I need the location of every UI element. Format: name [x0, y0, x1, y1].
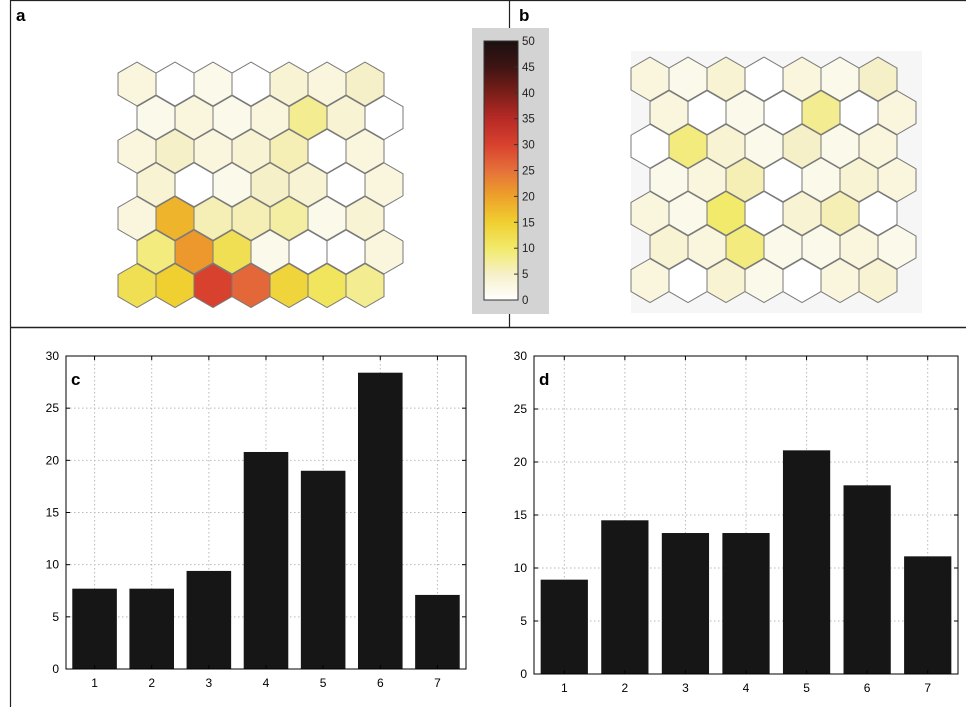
bar	[243, 451, 289, 669]
colorbar-tick-label: 45	[522, 62, 535, 74]
heatmap-b	[630, 56, 917, 304]
heatmap-cell	[364, 95, 404, 141]
y-tick-label: 30	[46, 349, 60, 363]
x-tick-label: 7	[924, 681, 931, 695]
heatmap-cell	[345, 263, 385, 309]
y-tick-label: 25	[514, 402, 528, 416]
heatmap-cell	[858, 56, 898, 102]
colorbar-tick-label: 10	[522, 243, 535, 255]
colorbar-tick-label: 15	[522, 217, 535, 229]
x-tick-label: 1	[91, 676, 98, 690]
y-tick-label: 15	[514, 508, 528, 522]
heatmap-cell	[858, 123, 898, 169]
x-tick-label: 3	[206, 676, 213, 690]
colorbar-tick-label: 40	[522, 88, 535, 100]
heatmap-cell	[877, 157, 917, 203]
y-tick-label: 30	[514, 349, 528, 363]
y-tick-label: 5	[52, 610, 59, 624]
y-tick-label: 0	[52, 662, 59, 676]
colorbar-tick-label: 30	[522, 140, 535, 152]
heatmap-cell	[858, 190, 898, 236]
colorbar-tick-label: 25	[522, 166, 535, 178]
x-tick-label: 6	[864, 681, 871, 695]
bar	[72, 588, 117, 669]
bar	[722, 533, 770, 674]
bar	[661, 533, 710, 674]
bar	[843, 485, 891, 674]
x-tick-label: 2	[622, 681, 629, 695]
bar	[186, 570, 232, 669]
x-tick-label: 6	[377, 676, 384, 690]
y-tick-label: 15	[46, 506, 60, 520]
colorbar: 0 5 10 15 20 25 30 35 40 45 50	[472, 28, 549, 314]
panel-label-c: c	[71, 370, 80, 389]
x-tick-label: 3	[682, 681, 689, 695]
bar	[904, 556, 952, 674]
heatmap-cell	[364, 162, 404, 208]
bar	[415, 594, 460, 669]
bar	[601, 520, 649, 674]
x-tick-label: 7	[434, 676, 441, 690]
heatmap-cell	[364, 229, 404, 275]
heatmap-a	[117, 61, 404, 309]
bar	[782, 450, 831, 674]
x-tick-label: 1	[561, 681, 568, 695]
bar	[358, 372, 403, 669]
x-tick-label: 2	[148, 676, 155, 690]
colorbar-tick-label: 20	[522, 191, 535, 203]
panel-label-b: b	[519, 6, 529, 25]
panel-label-a: a	[16, 6, 26, 25]
x-tick-label: 4	[263, 676, 270, 690]
heatmap-cell	[858, 258, 898, 304]
heatmap-cell	[345, 195, 385, 241]
y-tick-label: 20	[46, 453, 60, 467]
colorbar-tick-label: 50	[522, 36, 535, 48]
bar-chart-d: 0 5 10 15 20 25 30 1 2 3 4 5 6 7 d	[514, 349, 959, 695]
y-tick-label: 5	[520, 614, 527, 628]
y-tick-label: 25	[46, 401, 60, 415]
panel-label-d: d	[539, 370, 549, 389]
colorbar-tick-label: 5	[522, 269, 528, 281]
colorbar-gradient	[483, 40, 519, 301]
y-tick-label: 20	[514, 455, 528, 469]
y-tick-label: 0	[520, 667, 527, 681]
heatmap-cell	[877, 224, 917, 270]
colorbar-tick-label: 35	[522, 114, 535, 126]
colorbar-ticks: 0 5 10 15 20 25 30 35 40 45 50	[514, 36, 535, 307]
bar	[540, 579, 588, 674]
bar	[300, 470, 346, 669]
heatmap-cell	[345, 61, 385, 107]
y-tick-label: 10	[514, 561, 528, 575]
bar	[129, 588, 174, 669]
x-tick-label: 5	[803, 681, 810, 695]
heatmap-cell	[877, 90, 917, 136]
y-tick-label: 10	[46, 558, 60, 572]
x-tick-label: 5	[320, 676, 327, 690]
x-tick-label: 4	[743, 681, 750, 695]
bar-chart-c: 0 5 10 15 20 25 30 1 2 3 4 5 6 7 c	[46, 349, 467, 690]
heatmap-cell	[345, 128, 385, 174]
colorbar-tick-label: 0	[522, 295, 528, 307]
